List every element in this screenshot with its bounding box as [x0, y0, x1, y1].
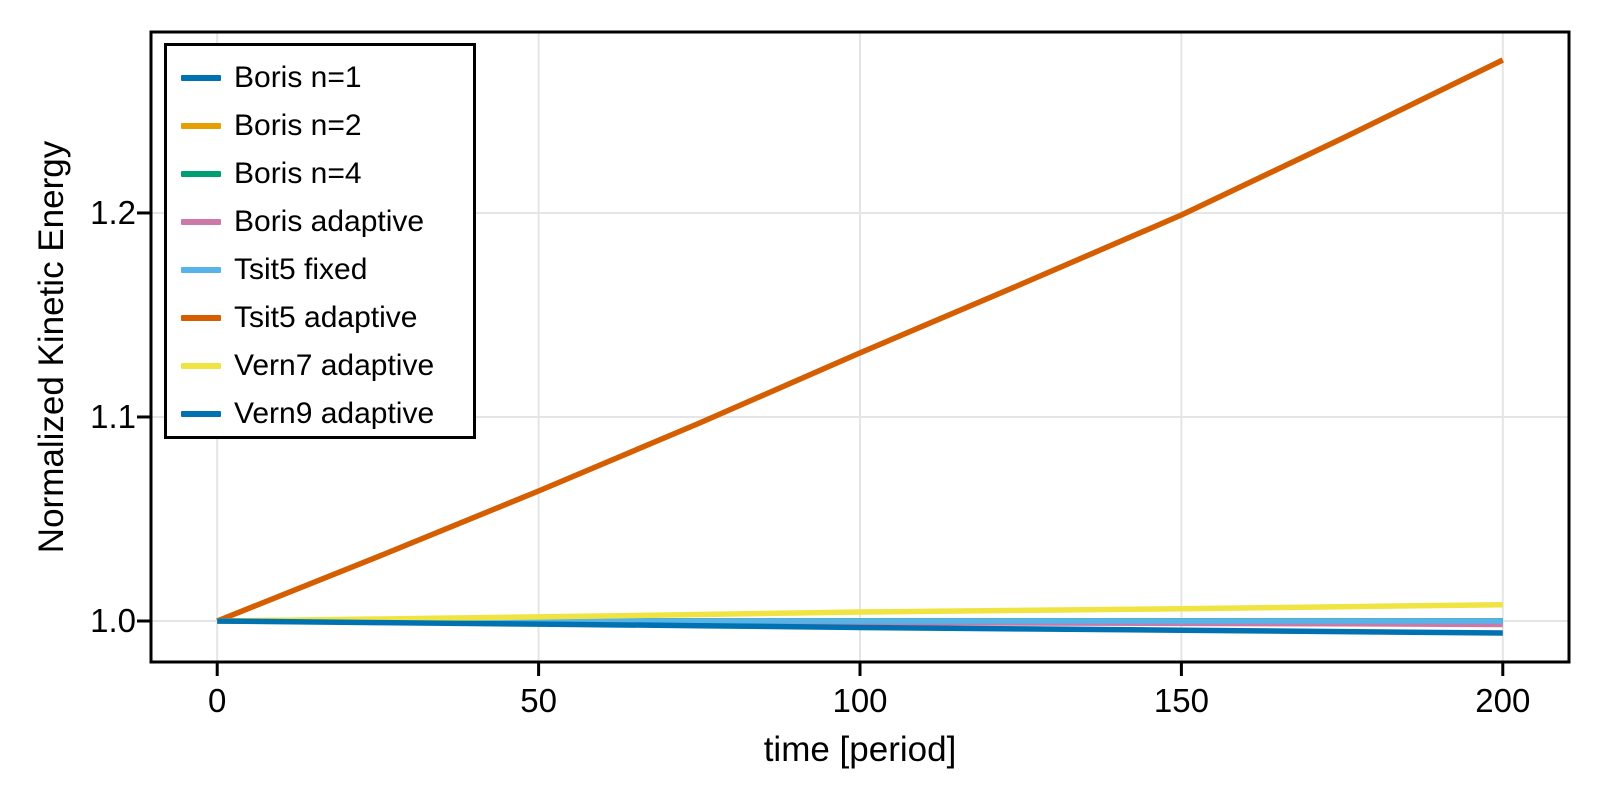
legend-line-swatch [181, 411, 221, 417]
legend-item-boris-n-4: Boris n=4 [181, 150, 473, 198]
legend-line-swatch [181, 219, 221, 225]
legend-line-swatch [181, 363, 221, 369]
legend-label: Tsit5 adaptive [234, 301, 418, 334]
y-tick-label: 1.2 [90, 193, 136, 231]
x-tick-label: 0 [208, 682, 227, 719]
legend: Boris n=1 Boris n=2 Boris n=4 Boris adaptiv… [164, 43, 476, 439]
x-tick-label: 50 [520, 682, 557, 719]
x-tick-label: 150 [1153, 682, 1209, 719]
legend-item-vern9-adaptive: Vern9 adaptive [181, 390, 473, 438]
legend-line-swatch [181, 123, 221, 129]
y-tick-label: 1.1 [90, 397, 136, 435]
legend-label: Vern7 adaptive [234, 349, 435, 382]
x-tick-label: 100 [832, 682, 888, 719]
legend-label: Boris n=2 [234, 109, 362, 142]
axis-frame [149, 30, 1571, 664]
legend-label: Boris n=4 [234, 157, 362, 190]
legend-line-swatch [181, 75, 221, 81]
y-axis-label: Normalized Kinetic Energy [32, 140, 71, 554]
legend-line-swatch [181, 171, 221, 177]
series-line-vern9-adaptive [217, 618, 1503, 636]
legend-item-vern7-adaptive: Vern7 adaptive [181, 342, 473, 390]
legend-line-swatch [181, 267, 221, 273]
x-tick-label: 200 [1475, 682, 1531, 719]
y-tick-label: 1.0 [90, 601, 136, 639]
legend-item-boris-n-1: Boris n=1 [181, 54, 473, 102]
x-axis-label: time [period] [763, 730, 957, 769]
series-line-tsit5-adaptive [216, 57, 1505, 624]
legend-label: Vern9 adaptive [234, 397, 435, 430]
legend-item-boris-n-2: Boris n=2 [181, 102, 473, 150]
series-line-vern7-adaptive [217, 601, 1503, 624]
legend-label: Boris n=1 [234, 61, 362, 94]
legend-item-boris-adaptive: Boris adaptive [181, 198, 473, 246]
legend-item-tsit5-fixed: Tsit5 fixed [181, 246, 473, 294]
legend-item-tsit5-adaptive: Tsit5 adaptive [181, 294, 473, 342]
legend-label: Boris adaptive [234, 205, 425, 238]
legend-line-swatch [181, 315, 221, 321]
legend-label: Tsit5 fixed [234, 253, 368, 286]
